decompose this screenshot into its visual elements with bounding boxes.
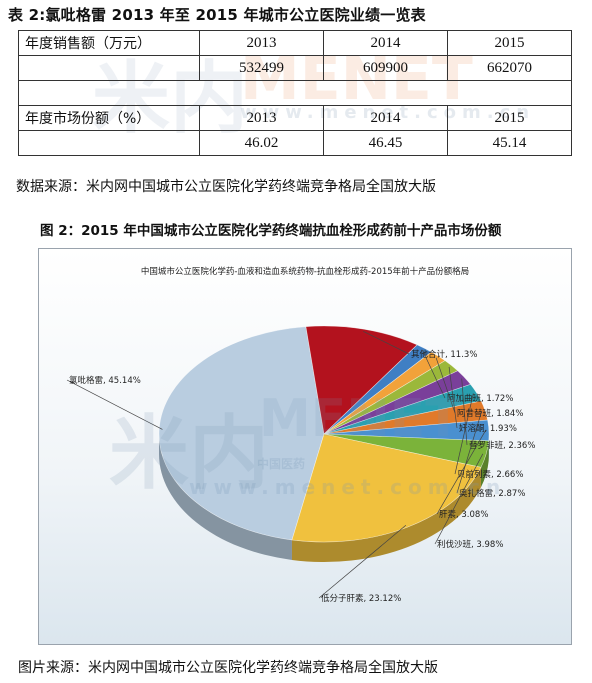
year-cell: 2013 <box>199 30 324 56</box>
leader-line <box>434 453 484 545</box>
sales-cell: 609900 <box>323 55 448 81</box>
sales-cell: 532499 <box>199 55 324 81</box>
share-cell: 46.02 <box>199 130 324 156</box>
leader-line <box>454 393 474 475</box>
chart-title: 中国城市公立医院化学药-血液和造血系统药物-抗血栓形成药-2015年前十产品份额… <box>140 267 470 277</box>
slice-label: 其他合计, 11.3% <box>411 349 477 360</box>
share-label: 年度市场份额（%） <box>18 105 200 131</box>
sales-cell: 662070 <box>447 55 572 81</box>
empty-cell <box>18 55 200 81</box>
slice-label: 奥扎格雷, 2.87% <box>459 488 525 499</box>
slice-label: 低分子肝素, 23.12% <box>321 593 401 604</box>
pie-slice <box>305 325 418 435</box>
year-cell: 2015 <box>447 30 572 56</box>
pie-slice <box>291 433 482 543</box>
sales-label: 年度销售额（万元） <box>18 30 200 56</box>
table-row-spacer <box>18 80 572 106</box>
leader-line <box>435 357 456 414</box>
slice-label: 阿加曲班, 1.72% <box>447 393 513 404</box>
slice-label: 替罗非班, 2.36% <box>469 440 535 451</box>
pie-slice <box>158 326 325 541</box>
year-cell: 2014 <box>323 30 448 56</box>
pie-chart-panel: 中国城市公立医院化学药-血液和造血系统药物-抗血栓形成药-2015年前十产品份额… <box>38 248 572 645</box>
leader-line <box>318 525 407 599</box>
leader-line <box>436 430 486 515</box>
table-row: 年度销售额（万元） 2013 2014 2015 <box>18 30 572 56</box>
share-cell: 45.14 <box>447 130 572 156</box>
share-cell: 46.45 <box>323 130 448 156</box>
table-row: 532499 609900 662070 <box>18 55 572 81</box>
performance-table: 年度销售额（万元） 2013 2014 2015 532499 609900 6… <box>18 30 572 156</box>
empty-cell <box>18 130 200 156</box>
pie-slice-side <box>291 467 481 562</box>
slice-label: 阿昔替班, 1.84% <box>457 408 523 419</box>
leader-line <box>363 331 410 355</box>
leader-line <box>66 379 163 430</box>
figure-title: 图 2：2015 年中国城市公立医院化学药终端抗血栓形成药前十产品市场份额 <box>40 223 502 239</box>
table-source: 数据来源：米内网中国城市公立医院化学药终端竞争格局全国放大版 <box>16 179 436 195</box>
pie-chart: 氯吡格雷, 45.14% 其他合计, 11.3% 阿加曲班, 1.72% 阿昔替班, … <box>66 325 535 604</box>
table-title: 表 2:氯吡格雷 2013 年至 2015 年城市公立医院业绩一览表 <box>8 6 426 24</box>
slice-label: 肝素, 3.08% <box>439 509 488 520</box>
table-row: 46.02 46.45 45.14 <box>18 130 572 156</box>
empty-cell <box>18 80 572 106</box>
leader-line <box>422 349 446 399</box>
year-cell: 2014 <box>323 105 448 131</box>
slice-label: 奸溶酮, 1.93% <box>459 423 517 434</box>
table-row: 年度市场份额（%） 2013 2014 2015 <box>18 105 572 131</box>
slice-label: 利伐沙班, 3.98% <box>437 539 503 550</box>
leader-line <box>456 410 483 494</box>
slice-label: 氯吡格雷, 45.14% <box>69 375 141 386</box>
pie-slice-side <box>159 434 292 560</box>
figure-source: 图片来源：米内网中国城市公立医院化学药终端竞争格局全国放大版 <box>18 660 438 676</box>
leader-line <box>461 378 468 446</box>
leader-line <box>448 366 458 429</box>
year-cell: 2015 <box>447 105 572 131</box>
year-cell: 2013 <box>199 105 324 131</box>
slice-label: 贝前列素, 2.66% <box>457 469 523 480</box>
